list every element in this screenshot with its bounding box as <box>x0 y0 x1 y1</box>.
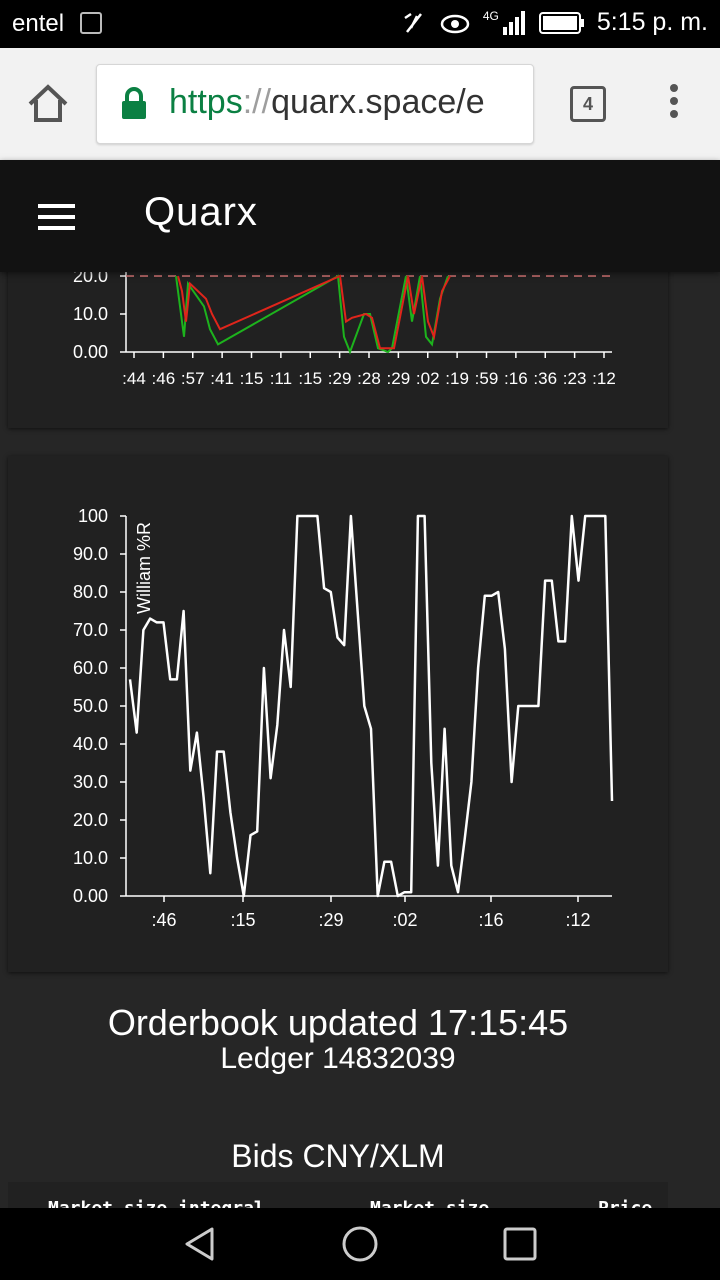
clock: 5:15 p. m. <box>596 8 708 36</box>
overflow-menu-icon[interactable] <box>664 84 684 124</box>
y-tick-label: 40.0 <box>73 734 108 754</box>
x-tick-label: :15 <box>240 369 264 388</box>
y-tick-label: 20.0 <box>73 272 108 286</box>
android-nav-bar <box>0 1208 720 1280</box>
williams-r-line <box>128 514 614 898</box>
column-header-market-size[interactable]: Market size <box>370 1198 489 1208</box>
x-tick-label: :02 <box>392 910 417 930</box>
y-tick-label: 60.0 <box>73 658 108 678</box>
x-tick-label: :41 <box>210 369 234 388</box>
y-tick-label: 30.0 <box>73 772 108 792</box>
back-icon[interactable] <box>182 1226 218 1262</box>
x-tick-label: :29 <box>387 369 411 388</box>
y-tick-label: 0.00 <box>73 342 108 362</box>
app-title: Quarx <box>144 190 258 234</box>
x-tick-label: :16 <box>504 369 528 388</box>
orderbook-updated: Orderbook updated 17:15:45 <box>107 1002 569 1043</box>
y-tick-label: 10.0 <box>73 304 108 324</box>
hamburger-menu-icon[interactable] <box>38 204 75 230</box>
page-content[interactable]: 0.00 10.0 20.0 :44 :46 :57 :41 :15 :11 :15 :29 :28:… <box>0 272 720 1208</box>
x-tick-label: :29 <box>318 910 343 930</box>
orderbook-status: Orderbook updated 17:15:45 Ledger 148320… <box>0 1002 676 1076</box>
series-line-1 <box>177 274 451 350</box>
y-tick-label: 100 <box>78 506 108 526</box>
gallery-notification-icon <box>80 12 102 34</box>
carrier-name: entel <box>12 10 65 37</box>
chart-card-top: 0.00 10.0 20.0 :44 :46 :57 :41 :15 :11 :15 :29 :28:… <box>8 272 668 428</box>
x-tick-label: :46 <box>151 910 176 930</box>
x-tick-label: :57 <box>181 369 205 388</box>
home-circle-icon[interactable] <box>342 1226 378 1262</box>
url-bar[interactable]: https://quarx.space/e <box>96 64 534 144</box>
x-tick-label: :59 <box>475 369 499 388</box>
x-tick-label: :36 <box>533 369 557 388</box>
lock-icon <box>122 87 146 119</box>
x-tick-label: :44 <box>122 369 146 388</box>
x-tick-label: :15 <box>230 910 255 930</box>
network-type: 4G <box>482 8 499 23</box>
y-tick-label: 50.0 <box>73 696 108 716</box>
x-tick-label: :23 <box>563 369 587 388</box>
vibrate-off-icon <box>404 12 422 33</box>
home-icon[interactable] <box>26 82 70 126</box>
tab-switcher-button[interactable]: 4 <box>570 86 606 122</box>
y-tick-label: 80.0 <box>73 582 108 602</box>
url-text: https://quarx.space/e <box>169 83 485 121</box>
bids-title: Bids CNY/XLM <box>231 1138 445 1174</box>
x-tick-label: :19 <box>445 369 469 388</box>
x-tick-label: :16 <box>478 910 503 930</box>
signal-icon <box>502 10 525 35</box>
app-bar: Quarx <box>0 160 720 272</box>
x-tick-label: :15 <box>298 369 322 388</box>
y-tick-label: 0.00 <box>73 886 108 906</box>
y-tick-label: 70.0 <box>73 620 108 640</box>
ledger-number: Ledger 14832039 <box>220 1042 456 1075</box>
x-tick-label: :02 <box>416 369 440 388</box>
recent-apps-icon[interactable] <box>502 1226 538 1262</box>
column-header-market-size-integral[interactable]: Market size integral <box>48 1198 265 1208</box>
williams-r-chart: 0.00 10.0 20.0 30.0 40.0 50.0 60.0 70.0 80.0 90.0… <box>73 506 614 930</box>
y-axis-label: William %R <box>134 522 154 614</box>
x-tick-label: :11 <box>270 369 292 388</box>
eye-icon <box>440 14 470 33</box>
x-tick-label: :12 <box>592 369 616 388</box>
top-chart: 0.00 10.0 20.0 :44 :46 :57 :41 :15 :11 :15 :29 :28:… <box>73 272 616 388</box>
chart-card-williams: 0.00 10.0 20.0 30.0 40.0 50.0 60.0 70.0 80.0 90.0… <box>8 456 668 972</box>
battery-icon <box>538 11 584 34</box>
y-tick-label: 20.0 <box>73 810 108 830</box>
browser-toolbar: https://quarx.space/e 4 <box>0 48 720 160</box>
x-tick-label: :29 <box>328 369 352 388</box>
x-tick-label: :28 <box>357 369 381 388</box>
y-tick-label: 90.0 <box>73 544 108 564</box>
x-tick-label: :12 <box>565 910 590 930</box>
y-tick-label: 10.0 <box>73 848 108 868</box>
column-header-price[interactable]: Price <box>598 1198 652 1208</box>
x-tick-label: :46 <box>152 369 176 388</box>
status-bar: entel 4G 5:15 p. m. <box>0 0 720 48</box>
bids-table: Market size integral Market size Price <box>8 1182 668 1208</box>
